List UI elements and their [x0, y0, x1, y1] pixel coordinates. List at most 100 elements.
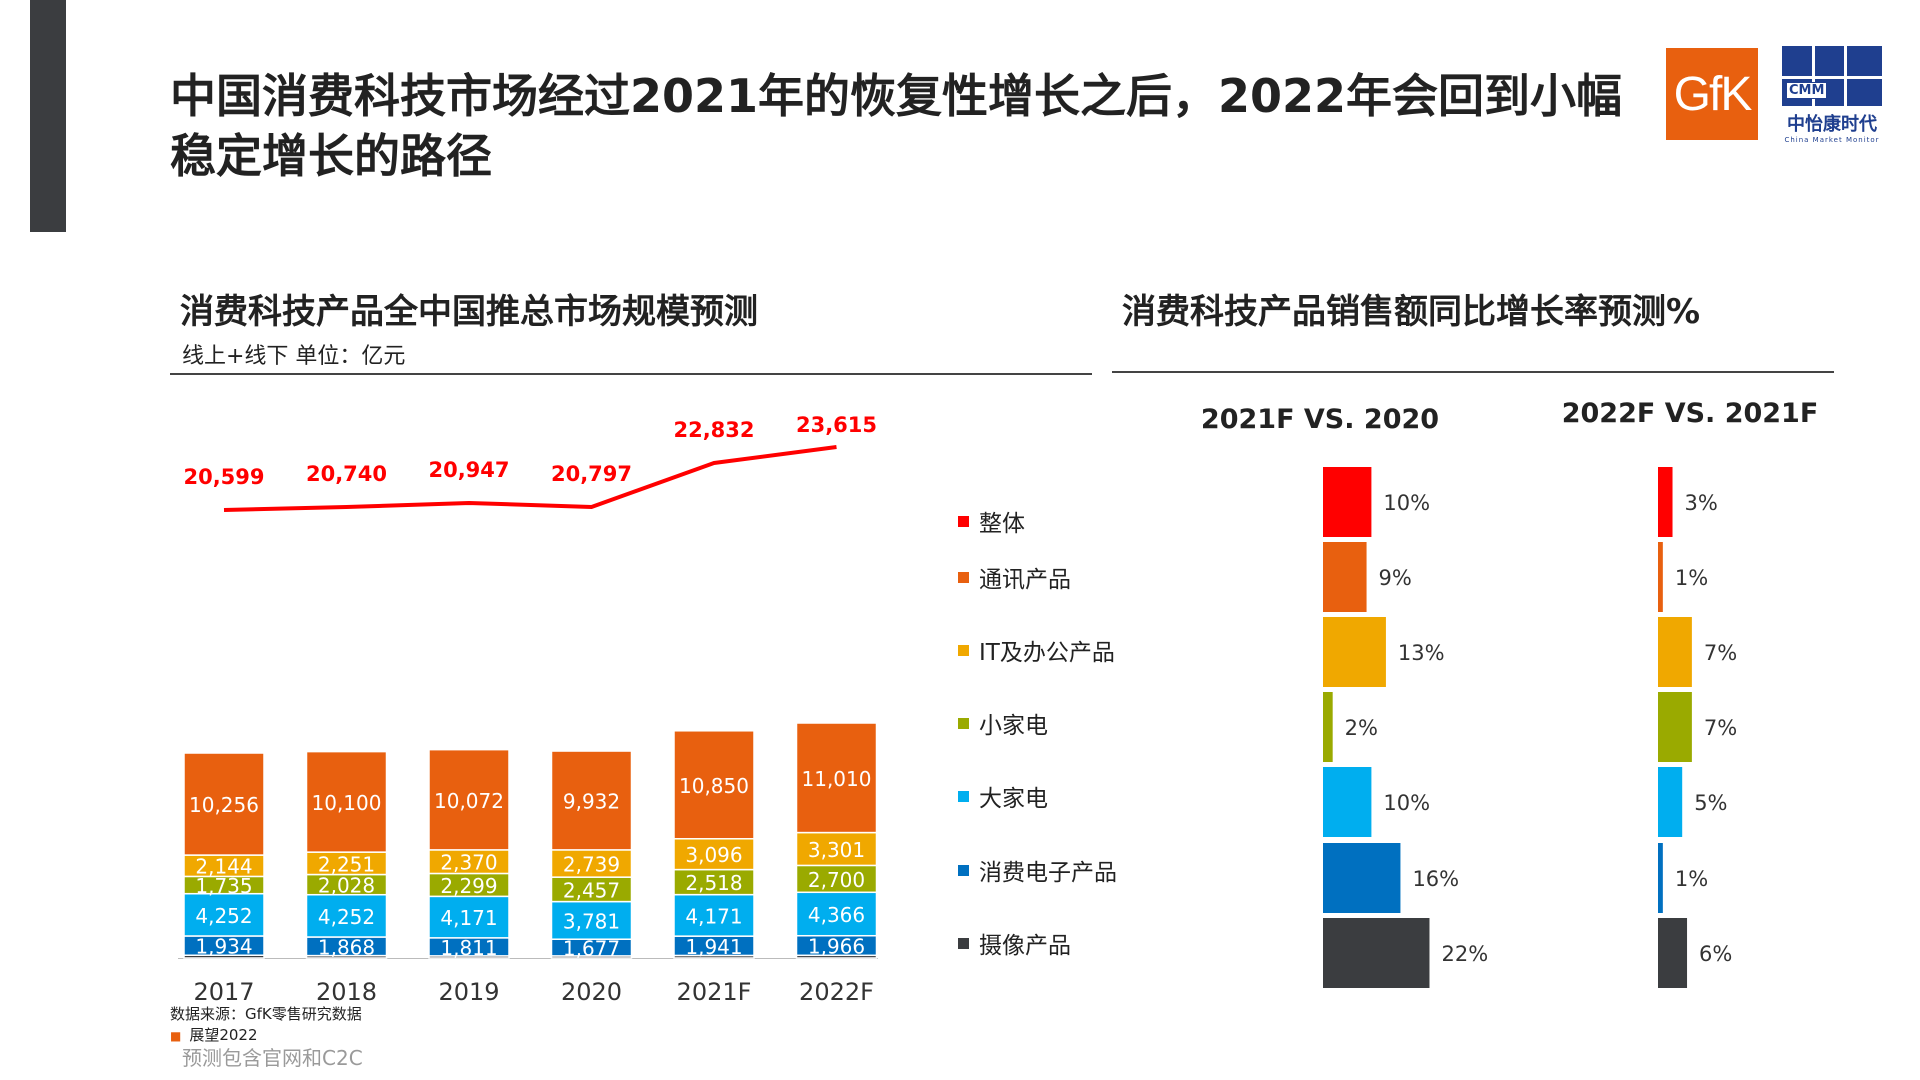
- growth-value-label: 1%: [1675, 566, 1708, 590]
- bar-value-label: 4,171: [685, 904, 742, 928]
- growth-value-label: 22%: [1441, 942, 1488, 966]
- growth-value-label: 13%: [1398, 641, 1445, 665]
- growth-bar: [1323, 542, 1367, 612]
- page-title: 中国消费科技市场经过2021年的恢复性增长之后，2022年会回到小幅 稳定增长的…: [170, 66, 1670, 186]
- growth-bar: [1323, 843, 1401, 913]
- bar-segment: [795, 864, 878, 894]
- growth-bar: [1658, 918, 1688, 988]
- footnote-forecast: 预测包含官网和C2C: [182, 1046, 363, 1070]
- legend-swatch: [958, 515, 969, 527]
- legend-label: 大家电: [979, 786, 1048, 812]
- x-tick-label: 2020: [561, 978, 622, 1006]
- bar-value-label: 1,868: [318, 935, 375, 959]
- cmm-logo-graphic: CMM: [1782, 46, 1882, 106]
- bullet-icon: ■: [170, 1029, 182, 1043]
- bar-value-label: 3,301: [808, 838, 865, 862]
- cmm-badge: CMM: [1786, 82, 1828, 99]
- bar-value-label: 3,781: [563, 909, 620, 933]
- bar-value-label: 1,934: [195, 935, 252, 959]
- bar-value-label: 2,251: [318, 852, 375, 876]
- bar-value-label: 10,100: [312, 791, 382, 815]
- growth-value-label: 9%: [1379, 566, 1412, 590]
- growth-bar: [1658, 767, 1683, 837]
- footnote-outlook: ■ 展望2022: [170, 1024, 258, 1045]
- growth-value-label: 1%: [1675, 867, 1708, 891]
- growth-value-label: 10%: [1383, 791, 1430, 815]
- bar-segment: [183, 892, 265, 937]
- x-tick-label: 2018: [316, 978, 377, 1006]
- legend-item-small-appliance: 小家电: [958, 708, 1048, 739]
- x-tick-label: 2021F: [677, 978, 752, 1006]
- legend-label: 小家电: [979, 713, 1048, 739]
- legend-label: 整体: [979, 511, 1025, 537]
- growth-col-2022-header: 2022F VS. 2021F: [1561, 398, 1819, 429]
- growth-bar: [1323, 617, 1386, 687]
- growth-value-label: 6%: [1699, 942, 1732, 966]
- x-tick-label: 2019: [438, 978, 499, 1006]
- page-title-line1: 中国消费科技市场经过2021年的恢复性增长之后，2022年会回到小幅: [170, 69, 1623, 123]
- growth-bar: [1658, 467, 1673, 537]
- bar-segment: [428, 748, 510, 851]
- growth-value-label: 2%: [1345, 716, 1378, 740]
- bar-segment: [305, 893, 388, 938]
- bar-value-label: 2,518: [685, 871, 742, 895]
- total-value-label: 20,740: [306, 462, 387, 486]
- bar-segment: [550, 876, 633, 903]
- total-line: [223, 445, 837, 512]
- footnote-source: 数据来源：GfK零售研究数据: [170, 1005, 362, 1023]
- bar-segment: [795, 891, 878, 937]
- bar-value-label: 10,850: [679, 774, 749, 798]
- legend-swatch: [958, 790, 969, 802]
- bar-value-label: 2,700: [808, 868, 865, 892]
- total-value-label: 23,615: [796, 413, 877, 437]
- growth-value-label: 10%: [1383, 491, 1430, 515]
- legend-item-it-office: IT及办公产品: [958, 635, 1115, 666]
- bar-segment: [550, 750, 633, 851]
- side-accent-bar: [30, 0, 66, 232]
- growth-bar: [1658, 542, 1663, 612]
- growth-value-label: 7%: [1704, 716, 1737, 740]
- legend-label: 通讯产品: [979, 567, 1071, 593]
- bar-segment: [183, 752, 265, 856]
- bar-segment: [673, 868, 755, 896]
- growth-bar: [1323, 767, 1372, 837]
- bar-value-label: 1,677: [563, 937, 620, 961]
- bar-segment: [428, 895, 510, 939]
- cmm-logo-english: China Market Monitor: [1784, 136, 1880, 144]
- bar-value-label: 4,171: [440, 906, 497, 930]
- bar-value-label: 2,457: [563, 878, 620, 902]
- bar-value-label: 2,144: [195, 855, 252, 879]
- cmm-logo: CMM 中怡康时代 China Market Monitor: [1782, 46, 1882, 146]
- footnote-outlook-text: 展望2022: [189, 1026, 258, 1044]
- bar-value-label: 10,256: [189, 793, 259, 817]
- bar-value-label: 2,299: [440, 874, 497, 898]
- growth-bar: [1658, 617, 1692, 687]
- legend-item-major-appliance: 大家电: [958, 781, 1048, 812]
- legend-label: 消费电子产品: [979, 860, 1117, 886]
- legend-label: IT及办公产品: [979, 640, 1115, 666]
- legend-item-communication: 通讯产品: [958, 562, 1071, 593]
- bar-value-label: 1,966: [808, 935, 865, 959]
- bar-value-label: 10,072: [434, 789, 504, 813]
- growth-value-label: 16%: [1412, 867, 1459, 891]
- growth-bar: [1658, 692, 1692, 762]
- legend-swatch: [958, 717, 969, 729]
- total-value-label: 22,832: [673, 418, 754, 442]
- bar-segment: [673, 730, 755, 840]
- legend-swatch: [958, 644, 969, 656]
- gfk-logo: GfK: [1666, 48, 1758, 140]
- bar-value-label: 1,941: [685, 935, 742, 959]
- bar-value-label: 1,811: [440, 936, 497, 960]
- right-divider: [1112, 371, 1834, 373]
- growth-bar: [1658, 843, 1663, 913]
- bar-value-label: 2,028: [318, 874, 375, 898]
- bar-segment: [550, 849, 633, 878]
- legend-item-camera: 摄像产品: [958, 928, 1071, 959]
- growth-bar: [1323, 467, 1372, 537]
- bar-value-label: 11,010: [802, 767, 872, 791]
- total-value-label: 20,599: [183, 465, 264, 489]
- page-title-line2: 稳定增长的路径: [170, 129, 492, 183]
- x-tick-label: 2017: [193, 978, 254, 1006]
- legend-swatch: [958, 864, 969, 876]
